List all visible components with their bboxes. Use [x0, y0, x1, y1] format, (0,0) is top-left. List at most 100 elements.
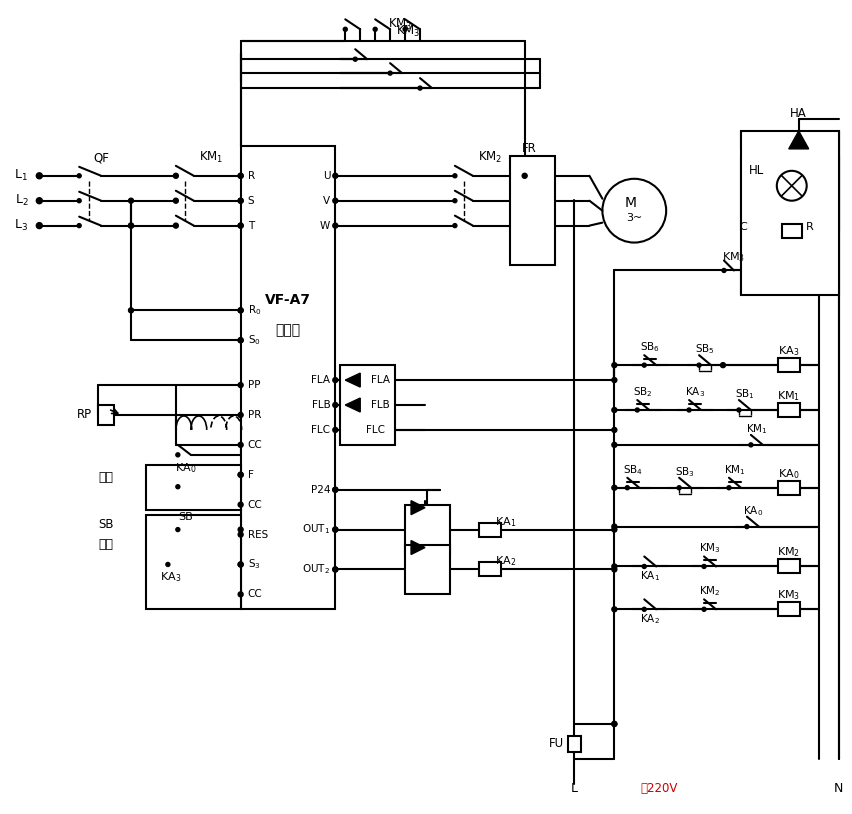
Circle shape	[702, 564, 706, 568]
Text: VF-A7: VF-A7	[265, 293, 311, 308]
Circle shape	[612, 363, 617, 368]
Text: 3~: 3~	[626, 212, 642, 223]
Text: RES: RES	[248, 530, 268, 540]
Text: KA$_1$: KA$_1$	[640, 570, 660, 584]
Bar	[778, 602, 800, 616]
Circle shape	[721, 363, 725, 368]
Circle shape	[333, 488, 337, 492]
Circle shape	[129, 308, 134, 313]
Text: KM$_3$: KM$_3$	[722, 251, 746, 265]
Text: SB: SB	[178, 512, 193, 522]
Circle shape	[636, 408, 639, 412]
Circle shape	[453, 174, 457, 177]
Circle shape	[333, 527, 337, 532]
Circle shape	[239, 502, 243, 507]
Circle shape	[612, 408, 617, 413]
Text: FLA: FLA	[371, 375, 389, 385]
Text: KM$_3$: KM$_3$	[388, 17, 412, 32]
Bar	[479, 523, 501, 536]
Polygon shape	[345, 398, 360, 412]
Text: CC: CC	[248, 589, 262, 599]
Text: V: V	[323, 195, 331, 206]
Text: KA$_3$: KA$_3$	[685, 385, 705, 399]
Circle shape	[612, 567, 617, 572]
Text: KM$_2$: KM$_2$	[777, 545, 800, 559]
Polygon shape	[411, 540, 425, 554]
Text: KA$_0$: KA$_0$	[743, 504, 763, 518]
Text: HL: HL	[749, 164, 764, 177]
Circle shape	[239, 472, 243, 477]
Text: KA$_0$: KA$_0$	[176, 461, 197, 475]
Bar	[782, 224, 802, 238]
Text: KM$_3$: KM$_3$	[396, 24, 420, 39]
Circle shape	[78, 174, 81, 177]
Circle shape	[333, 427, 337, 432]
Circle shape	[697, 363, 701, 367]
Circle shape	[333, 567, 337, 572]
Text: L: L	[571, 782, 578, 795]
Bar	[778, 481, 800, 495]
Circle shape	[333, 223, 337, 228]
Circle shape	[687, 408, 691, 412]
Circle shape	[722, 269, 726, 273]
Circle shape	[612, 485, 617, 490]
Circle shape	[625, 486, 630, 490]
Text: KA$_2$: KA$_2$	[495, 554, 516, 568]
Circle shape	[239, 442, 243, 448]
Text: HA: HA	[791, 107, 807, 120]
Circle shape	[239, 173, 243, 178]
Circle shape	[239, 527, 243, 532]
Bar	[146, 514, 240, 610]
Circle shape	[389, 71, 392, 75]
Text: KM$_3$: KM$_3$	[699, 541, 721, 555]
Circle shape	[37, 198, 43, 204]
Circle shape	[373, 28, 377, 31]
Circle shape	[78, 224, 81, 228]
Circle shape	[239, 223, 243, 228]
Text: FLC: FLC	[366, 425, 384, 435]
Circle shape	[642, 564, 647, 568]
Polygon shape	[345, 373, 360, 387]
Circle shape	[612, 721, 617, 726]
Text: FU: FU	[549, 737, 564, 751]
Text: FLC: FLC	[311, 425, 331, 435]
Circle shape	[642, 363, 647, 367]
Text: T: T	[248, 221, 254, 230]
Circle shape	[176, 484, 180, 488]
Circle shape	[333, 173, 337, 178]
Text: N: N	[834, 782, 843, 795]
Circle shape	[129, 199, 134, 204]
Bar	[741, 131, 838, 295]
Circle shape	[173, 173, 178, 178]
Circle shape	[612, 442, 617, 448]
Circle shape	[333, 567, 337, 572]
Circle shape	[612, 378, 617, 383]
Circle shape	[612, 427, 617, 432]
Bar	[567, 736, 581, 752]
Circle shape	[37, 173, 43, 179]
Text: KM$_1$: KM$_1$	[746, 422, 768, 435]
Text: R$_0$: R$_0$	[248, 304, 261, 317]
Text: S: S	[248, 195, 254, 206]
Text: L$_3$: L$_3$	[14, 218, 28, 233]
Bar	[340, 365, 395, 445]
Circle shape	[522, 173, 527, 178]
Circle shape	[239, 562, 243, 567]
Bar	[778, 403, 800, 417]
Text: OUT$_2$: OUT$_2$	[302, 562, 331, 576]
Text: U: U	[323, 171, 331, 181]
Text: R: R	[806, 221, 814, 232]
Text: S$_3$: S$_3$	[248, 558, 261, 571]
Bar	[778, 559, 800, 573]
Bar	[240, 146, 336, 610]
Circle shape	[727, 486, 731, 490]
Text: PR: PR	[248, 410, 261, 420]
Circle shape	[37, 223, 43, 229]
Text: ～220V: ～220V	[641, 782, 678, 795]
Circle shape	[612, 564, 617, 569]
Text: 复位: 复位	[99, 538, 113, 551]
Text: CC: CC	[248, 440, 262, 450]
Circle shape	[333, 378, 337, 383]
Circle shape	[418, 86, 422, 90]
Text: M: M	[625, 195, 636, 210]
